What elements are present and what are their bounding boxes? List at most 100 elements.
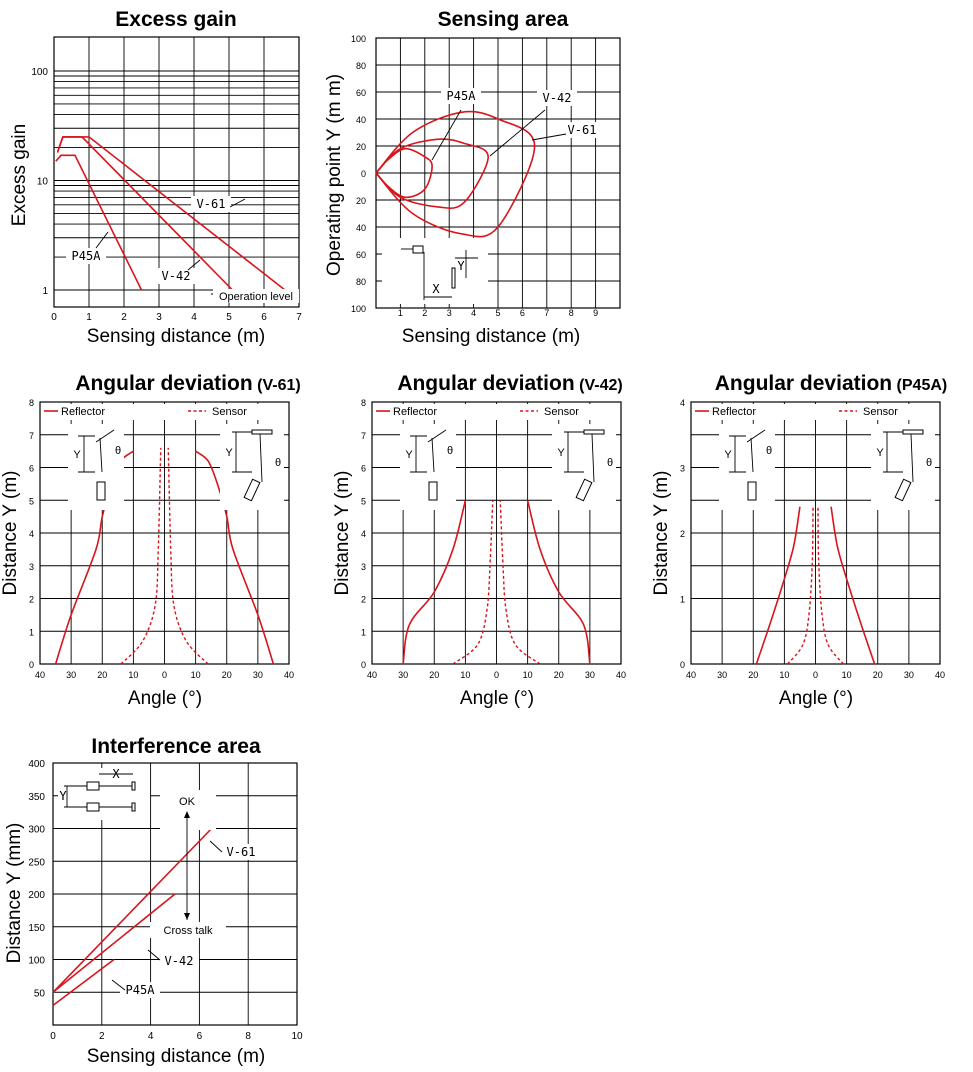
- line-v-42: [56, 136, 234, 291]
- y-tick-label: 100: [31, 67, 48, 78]
- x-tick-label: 8: [245, 1031, 251, 1042]
- chart-title: Sensing area: [438, 8, 569, 31]
- legend-reflector-label: Reflector: [712, 406, 756, 418]
- operation-level-label: Operation level: [219, 291, 293, 303]
- x-tick-label: 20: [554, 670, 564, 680]
- x-tick-label: 4: [191, 312, 197, 323]
- y-tick-label: 2: [361, 595, 366, 605]
- ok-label: OK: [179, 796, 196, 808]
- x-tick-label: 40: [284, 670, 294, 680]
- inset-line: [910, 433, 914, 483]
- x-tick-label: 1: [398, 308, 403, 318]
- y-tick-label: 40: [356, 115, 366, 125]
- line-p45a: [52, 958, 115, 1007]
- x-tick-label: 10: [191, 670, 201, 680]
- sensor-glyph: [96, 481, 106, 501]
- series-label-bg: [191, 196, 231, 212]
- curve-reflector: [402, 500, 467, 665]
- y-tick-label: 8: [29, 398, 34, 408]
- y-tick-label: 1: [42, 286, 48, 297]
- line-v-42: [52, 893, 176, 993]
- inset-bg: [400, 424, 456, 510]
- x-tick-label: 2: [99, 1031, 105, 1042]
- x-tick-label: 20: [222, 670, 232, 680]
- inset-theta-label: θ: [766, 445, 772, 457]
- series-label-p45a: P45A: [126, 983, 156, 997]
- curve-reflector: [830, 506, 876, 665]
- y-axis-label: Operating point Y (m m): [324, 74, 345, 276]
- series-label-p45a: P45A: [72, 249, 102, 263]
- y-tick-label: 250: [28, 857, 45, 868]
- sensor-glyph: [428, 481, 438, 501]
- inset-y-label: Y: [876, 447, 884, 459]
- angular-v61-chart: Angular deviation (V-61)40 30 20 10 0 10 20 30 4…: [0, 372, 301, 709]
- x-tick-label: 2: [121, 312, 127, 323]
- sensor-glyph: [894, 478, 912, 502]
- y-tick-label: 6: [361, 464, 366, 474]
- series-label-v-42: V-42: [162, 269, 191, 283]
- inset-bg: [68, 424, 124, 510]
- y-tick-label: 20: [356, 142, 366, 152]
- x-tick-label: 2: [422, 308, 427, 318]
- curve-v-42: [375, 138, 490, 209]
- y-tick-label: 6: [29, 464, 34, 474]
- x-tick-label: 40: [686, 670, 696, 680]
- x-tick-label: 30: [398, 670, 408, 680]
- y-tick-label: 3: [680, 464, 685, 474]
- inset-diagram: Yθ: [552, 424, 616, 510]
- interference-area-chart: Interference area 0 2 4 6 8 10 50 100 150 200 250 30…: [4, 735, 303, 1067]
- inset-line: [431, 437, 435, 473]
- inset-y-label: Y: [457, 259, 465, 273]
- angular-v42-chart: Angular deviation (V-42)40 30 20 10 0 10 20 30 4…: [332, 372, 626, 709]
- legend-bg: [693, 404, 938, 420]
- y-tick-label: 5: [361, 496, 366, 506]
- x-tick-label: 20: [97, 670, 107, 680]
- inset-line: [750, 437, 754, 473]
- y-tick-label: 3: [361, 562, 366, 572]
- chart-title: Angular deviation (P45A): [715, 372, 947, 395]
- series-label-bg: [537, 90, 577, 106]
- legend-sensor-label: Sensor: [544, 406, 579, 418]
- x-tick-label: 10: [779, 670, 789, 680]
- y-tick-label: 7: [361, 431, 366, 441]
- curve-reflector: [195, 450, 275, 665]
- sensor-glyph: [243, 478, 261, 502]
- y-axis-label: Distance Y (mm): [4, 823, 25, 964]
- chart-title: Angular deviation (V-61): [75, 372, 300, 395]
- x-tick-label: 30: [904, 670, 914, 680]
- y-tick-label: 100: [351, 304, 366, 314]
- label-leader: [95, 231, 109, 249]
- curve-v-61: [375, 110, 536, 238]
- x-tick-label: 40: [616, 670, 626, 680]
- x-tick-label: 5: [495, 308, 500, 318]
- legend-reflector-label: Reflector: [393, 406, 437, 418]
- legend-bg: [374, 404, 619, 420]
- series-label-bg: [221, 844, 261, 860]
- sensor-glyph: [412, 245, 424, 254]
- y-tick-label: 2: [680, 529, 685, 539]
- x-tick-label: 0: [813, 670, 818, 680]
- y-tick-label: 20: [356, 196, 366, 206]
- x-tick-label: 10: [128, 670, 138, 680]
- series-label-bg: [562, 122, 602, 138]
- reflector-glyph: [131, 781, 136, 791]
- legend-sensor-label: Sensor: [863, 406, 898, 418]
- y-tick-label: 1: [29, 627, 34, 637]
- reflector-glyph: [131, 802, 136, 812]
- y-tick-label: 60: [356, 88, 366, 98]
- y-tick-label: 0: [361, 169, 366, 179]
- y-tick-label: 4: [361, 529, 366, 539]
- inset-y-label: Y: [557, 447, 565, 459]
- y-axis-label: Distance Y (m): [332, 471, 353, 596]
- inset-line: [259, 433, 263, 483]
- annotation-bg: [150, 922, 226, 938]
- arrow-head-down: [184, 913, 190, 920]
- x-tick-label: 40: [935, 670, 945, 680]
- x-tick-label: 4: [148, 1031, 154, 1042]
- inset-diagram: Yθ: [220, 424, 284, 510]
- y-axis-label: Distance Y (m): [0, 471, 21, 596]
